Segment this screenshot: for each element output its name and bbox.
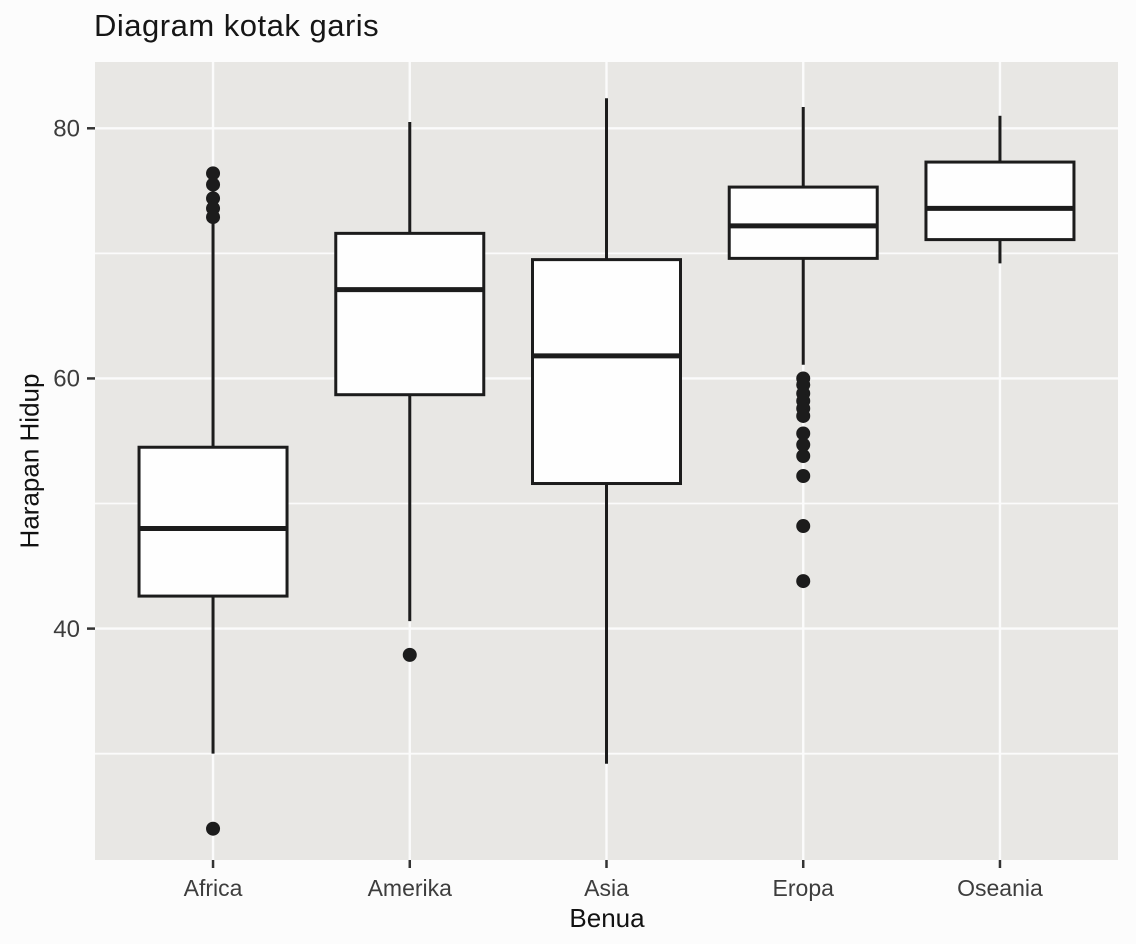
boxplot-amerika: [334, 122, 486, 662]
iqr-box: [727, 185, 879, 260]
outlier-dot: [206, 210, 221, 225]
boxplot-eropa: [727, 107, 879, 589]
outlier-dot: [206, 177, 221, 192]
chart-title: Diagram kotak garis: [94, 8, 380, 43]
x-tick-label-asia: Asia: [584, 875, 629, 901]
iqr-box: [137, 445, 289, 598]
x-tick-label-oseania: Oseania: [957, 875, 1043, 901]
y-tick-label-60: 60: [53, 366, 80, 393]
boxplot-africa: [137, 166, 289, 836]
y-tick-label-80: 80: [53, 115, 80, 142]
boxplot-asia: [531, 98, 682, 764]
iqr-box: [531, 258, 682, 486]
outlier-dot: [796, 437, 811, 452]
iqr-box: [334, 231, 486, 397]
x-tick-label-eropa: Eropa: [773, 875, 835, 901]
outlier-dot: [796, 469, 811, 484]
x-tick-label-amerika: Amerika: [368, 875, 453, 901]
outlier-dot: [796, 408, 811, 423]
axis-ticks-and-labels: 80 60 40 Africa Amerika Asia Eropa Oseania: [53, 115, 1043, 901]
y-tick-label-40: 40: [53, 616, 80, 643]
boxplot-oseania: [924, 115, 1076, 264]
boxplots: [137, 98, 1076, 836]
x-tick-label-africa: Africa: [184, 875, 243, 901]
outlier-dot: [206, 821, 221, 836]
outlier-dot: [206, 166, 221, 181]
x-axis-title: Benua: [569, 903, 645, 933]
iqr-box: [924, 160, 1076, 242]
outlier-dot: [796, 448, 811, 463]
outlier-dot: [796, 426, 811, 441]
outlier-dot: [206, 191, 221, 206]
outlier-dot: [796, 519, 811, 534]
outlier-dot: [402, 647, 417, 662]
outlier-dot: [796, 574, 811, 589]
